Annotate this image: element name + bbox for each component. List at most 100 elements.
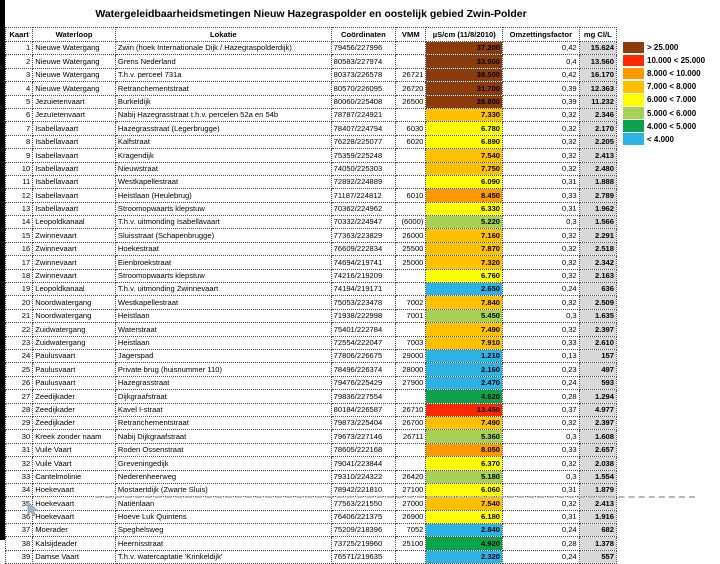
- cell-vmm[interactable]: 25000: [395, 255, 427, 270]
- cell-kaart[interactable]: 11: [4, 174, 34, 190]
- cell-kaart[interactable]: 3: [4, 67, 34, 83]
- cell-kaart[interactable]: 25: [4, 362, 34, 377]
- cell-us-cm[interactable]: 2.160: [425, 362, 504, 377]
- cell-us-cm[interactable]: 6.370: [425, 456, 504, 471]
- cell-waterloop[interactable]: Hoekevaart: [32, 496, 116, 511]
- cell-kaart[interactable]: 38: [4, 536, 34, 551]
- cell-vmm[interactable]: [395, 322, 427, 337]
- cell-lokatie[interactable]: Nieuwstraat: [114, 161, 332, 176]
- cell-coordinaten[interactable]: 80184/226587: [330, 402, 397, 417]
- cell-vmm[interactable]: 7001: [395, 308, 427, 324]
- cell-waterloop[interactable]: Zwinnevaart: [32, 228, 116, 243]
- cell-vmm[interactable]: 6020: [395, 134, 427, 150]
- column-header-mg-cl[interactable]: mg Cl/L: [578, 27, 618, 42]
- cell-mg-cl[interactable]: 1.916: [578, 509, 618, 525]
- cell-coordinaten[interactable]: 76609/222834: [330, 241, 397, 257]
- cell-lokatie[interactable]: Nabij Hazegrasstraat t.h.v. percelen 52a…: [114, 107, 332, 123]
- cell-mg-cl[interactable]: 2.397: [578, 415, 618, 431]
- cell-mg-cl[interactable]: 2.163: [578, 268, 618, 284]
- cell-us-cm[interactable]: 6.090: [425, 174, 504, 190]
- cell-waterloop[interactable]: Kreek zonder naam: [32, 429, 116, 444]
- cell-us-cm[interactable]: 7.540: [425, 148, 504, 163]
- cell-coordinaten[interactable]: 80570/226095: [330, 81, 397, 96]
- cell-waterloop[interactable]: Noordwatergang: [32, 308, 116, 324]
- cell-us-cm[interactable]: 6.780: [425, 121, 504, 136]
- cell-waterloop[interactable]: Isabellavaart: [32, 188, 116, 203]
- cell-us-cm[interactable]: 7.840: [425, 295, 504, 310]
- cell-kaart[interactable]: 22: [4, 322, 34, 337]
- cell-mg-cl[interactable]: 2.291: [578, 228, 618, 243]
- cell-lokatie[interactable]: Mostaertdijk (Zwarte Sluis): [114, 482, 332, 498]
- column-header-coordinaten[interactable]: Coördinaten: [330, 27, 397, 42]
- cell-lokatie[interactable]: Zwin (hoek Internationale Dijk / Hazegra…: [114, 40, 332, 56]
- cell-us-cm[interactable]: 38.500: [425, 67, 504, 83]
- cell-kaart[interactable]: 34: [4, 482, 34, 498]
- cell-waterloop[interactable]: Kalsijdeader: [32, 536, 116, 551]
- cell-waterloop[interactable]: Zeedijkader: [32, 389, 116, 404]
- cell-omzettingsfactor[interactable]: 0,32: [502, 255, 580, 270]
- cell-coordinaten[interactable]: 77363/223829: [330, 228, 397, 243]
- cell-kaart[interactable]: 30: [4, 429, 34, 444]
- cell-mg-cl[interactable]: 1.879: [578, 482, 618, 498]
- cell-lokatie[interactable]: Greveningedijk: [114, 456, 332, 471]
- cell-us-cm[interactable]: 1.210: [425, 348, 504, 364]
- cell-kaart[interactable]: 7: [4, 121, 34, 136]
- cell-vmm[interactable]: [395, 40, 427, 56]
- cell-waterloop[interactable]: Isabellavaart: [32, 148, 116, 163]
- cell-coordinaten[interactable]: 78407/224794: [330, 121, 397, 136]
- cell-coordinaten[interactable]: 75053/223478: [330, 295, 397, 310]
- cell-waterloop[interactable]: Hoekevaart: [32, 509, 116, 525]
- cell-omzettingsfactor[interactable]: 0,32: [502, 161, 580, 176]
- cell-waterloop[interactable]: Paulusvaart: [32, 375, 116, 391]
- cell-us-cm[interactable]: 6.330: [425, 201, 504, 217]
- cell-waterloop[interactable]: Paulusvaart: [32, 348, 116, 364]
- cell-kaart[interactable]: 12: [4, 188, 34, 203]
- cell-waterloop[interactable]: Nieuwe Watergang: [32, 40, 116, 56]
- cell-mg-cl[interactable]: 11.232: [578, 94, 618, 109]
- cell-omzettingsfactor[interactable]: 0,3: [502, 429, 580, 444]
- cell-kaart[interactable]: 13: [4, 201, 34, 217]
- cell-us-cm[interactable]: 7.320: [425, 255, 504, 270]
- cell-omzettingsfactor[interactable]: 0,24: [502, 549, 580, 564]
- cell-us-cm[interactable]: 2.470: [425, 375, 504, 391]
- cell-lokatie[interactable]: Eienbroekstraat: [114, 255, 332, 270]
- cell-kaart[interactable]: 20: [4, 295, 34, 310]
- cell-kaart[interactable]: 18: [4, 268, 34, 284]
- cell-waterloop[interactable]: Nieuwe Watergang: [32, 54, 116, 69]
- cell-lokatie[interactable]: Hazegrasstraat (Legerbrugge): [114, 121, 332, 136]
- cell-kaart[interactable]: 36: [4, 509, 34, 525]
- cell-mg-cl[interactable]: 2.480: [578, 161, 618, 176]
- cell-omzettingsfactor[interactable]: 0,28: [502, 536, 580, 551]
- cell-coordinaten[interactable]: 70332/224947: [330, 215, 397, 230]
- cell-us-cm[interactable]: 2.650: [425, 282, 504, 297]
- cell-omzettingsfactor[interactable]: 0,31: [502, 174, 580, 190]
- cell-vmm[interactable]: 25100: [395, 536, 427, 551]
- cell-coordinaten[interactable]: 74694/219741: [330, 255, 397, 270]
- cell-vmm[interactable]: 25500: [395, 241, 427, 257]
- cell-waterloop[interactable]: Isabellavaart: [32, 161, 116, 176]
- cell-vmm[interactable]: 7002: [395, 295, 427, 310]
- cell-kaart[interactable]: 5: [4, 94, 34, 109]
- cell-kaart[interactable]: 24: [4, 348, 34, 364]
- cell-vmm[interactable]: [395, 282, 427, 297]
- cell-coordinaten[interactable]: 79873/225404: [330, 415, 397, 431]
- cell-coordinaten[interactable]: 79673/227146: [330, 429, 397, 444]
- cell-kaart[interactable]: 6: [4, 107, 34, 123]
- cell-coordinaten[interactable]: 74050/225303: [330, 161, 397, 176]
- cell-lokatie[interactable]: Roden Ossenstraat: [114, 442, 332, 458]
- cell-us-cm[interactable]: 6.890: [425, 134, 504, 150]
- cell-vmm[interactable]: 27100: [395, 482, 427, 498]
- cell-waterloop[interactable]: Vuile Vaart: [32, 442, 116, 458]
- cell-lokatie[interactable]: T.h.v. perceel 731a: [114, 67, 332, 83]
- cell-vmm[interactable]: 26900: [395, 509, 427, 525]
- cell-lokatie[interactable]: Hoeve Luk Quintens: [114, 509, 332, 525]
- cell-omzettingsfactor[interactable]: 0,24: [502, 282, 580, 297]
- cell-omzettingsfactor[interactable]: 0,28: [502, 389, 580, 404]
- cell-mg-cl[interactable]: 1.554: [578, 469, 618, 484]
- cell-omzettingsfactor[interactable]: 0,31: [502, 201, 580, 217]
- cell-coordinaten[interactable]: 79456/227996: [330, 40, 397, 56]
- cell-mg-cl[interactable]: 2.170: [578, 121, 618, 136]
- cell-omzettingsfactor[interactable]: 0,32: [502, 148, 580, 163]
- cell-lokatie[interactable]: Kragendijk: [114, 148, 332, 163]
- cell-mg-cl[interactable]: 13.560: [578, 54, 618, 69]
